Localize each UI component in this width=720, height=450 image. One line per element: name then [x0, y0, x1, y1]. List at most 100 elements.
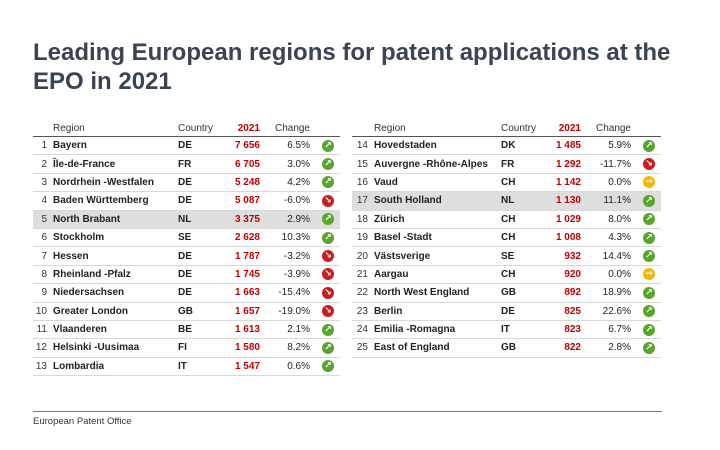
region-cell: Hessen	[53, 246, 178, 266]
trend-down-icon: ↘	[322, 250, 334, 263]
value-cell: 1 613	[226, 320, 266, 340]
change-header: Change	[266, 120, 316, 137]
table-row: 16 Vaud CH 1 142 0.0% →	[352, 173, 661, 193]
change-cell: -3.2%	[266, 246, 316, 266]
rank-cell: 17	[352, 191, 374, 211]
value-cell: 822	[549, 338, 587, 358]
trend-header	[316, 120, 340, 137]
country-cell: FI	[178, 338, 226, 358]
table-row: 23 Berlin DE 825 22.6% ↗	[352, 302, 661, 321]
trend-down-icon: ↘	[643, 158, 655, 171]
trend-up-icon: ↗	[322, 360, 334, 373]
value-cell: 932	[549, 246, 587, 266]
rank-cell: 20	[352, 246, 374, 266]
trend-cell: ↗	[316, 320, 340, 340]
rank-cell: 10	[33, 302, 53, 321]
value-cell: 825	[549, 302, 587, 321]
country-cell: DE	[178, 136, 226, 156]
change-cell: 2.8%	[587, 338, 637, 358]
footer-divider	[33, 411, 662, 412]
rank-cell: 14	[352, 136, 374, 156]
trend-down-icon: ↘	[322, 268, 334, 281]
country-cell: DE	[178, 283, 226, 303]
trend-cell: ↘	[316, 246, 340, 266]
region-cell: Stockholm	[53, 228, 178, 248]
year-header: 2021	[226, 120, 266, 137]
country-cell: NL	[501, 191, 549, 211]
change-header: Change	[587, 120, 637, 137]
value-cell: 1 130	[549, 191, 587, 211]
change-cell: 4.3%	[587, 228, 637, 248]
change-cell: 10.3%	[266, 228, 316, 248]
table-row: 4 Baden Württemberg DE 5 087 -6.0% ↘	[33, 191, 340, 211]
change-cell: 0.0%	[587, 265, 637, 285]
rank-cell: 4	[33, 191, 53, 211]
trend-up-icon: ↗	[643, 286, 655, 299]
value-cell: 1 008	[549, 228, 587, 248]
rank-cell: 2	[33, 154, 53, 174]
change-cell: 5.9%	[587, 136, 637, 156]
table-row: 14 Hovedstaden DK 1 485 5.9% ↗	[352, 136, 661, 156]
change-cell: 4.2%	[266, 173, 316, 193]
region-cell: Berlin	[374, 302, 501, 321]
table-row: 20 Västsverige SE 932 14.4% ↗	[352, 246, 661, 266]
value-cell: 6 705	[226, 154, 266, 174]
region-cell: Emilia -Romagna	[374, 320, 501, 340]
change-cell: 8.0%	[587, 210, 637, 229]
page-title: Leading European regions for patent appl…	[33, 39, 671, 95]
trend-header	[637, 120, 661, 137]
trend-cell: ↘	[316, 283, 340, 303]
change-cell: -15.4%	[266, 283, 316, 303]
value-cell: 1 787	[226, 246, 266, 266]
trend-up-icon: ↗	[643, 250, 655, 263]
country-cell: DE	[178, 173, 226, 193]
trend-cell: ↗	[637, 320, 661, 340]
trend-cell: ↘	[316, 265, 340, 285]
region-cell: Île-de-France	[53, 154, 178, 174]
rank-cell: 7	[33, 246, 53, 266]
value-cell: 823	[549, 320, 587, 340]
table-row: 10 Greater London GB 1 657 -19.0% ↘	[33, 302, 340, 321]
region-cell: Västsverige	[374, 246, 501, 266]
rank-header	[352, 120, 374, 137]
ranking-table-left: Region Country 2021 Change 1 Bayern DE 7 65…	[33, 120, 340, 377]
country-cell: FR	[501, 154, 549, 174]
country-header: Country	[501, 120, 549, 137]
region-cell: Helsinki -Uusimaa	[53, 338, 178, 358]
value-cell: 2 628	[226, 228, 266, 248]
trend-up-icon: ↗	[322, 139, 334, 152]
trend-cell: →	[637, 173, 661, 193]
country-cell: DE	[178, 265, 226, 285]
value-cell: 892	[549, 283, 587, 303]
country-cell: DE	[178, 246, 226, 266]
region-cell: Vaud	[374, 173, 501, 193]
table-row: 3 Nordrhein -Westfalen DE 5 248 4.2% ↗	[33, 173, 340, 193]
trend-cell: ↗	[637, 283, 661, 303]
rank-cell: 18	[352, 210, 374, 229]
trend-cell: ↗	[637, 228, 661, 248]
trend-cell: ↗	[316, 357, 340, 377]
country-header: Country	[178, 120, 226, 137]
rank-cell: 1	[33, 136, 53, 156]
change-cell: -19.0%	[266, 302, 316, 321]
value-cell: 1 292	[549, 154, 587, 174]
table-row: 9 Niedersachsen DE 1 663 -15.4% ↘	[33, 283, 340, 303]
trend-cell: ↗	[637, 210, 661, 229]
region-header: Region	[53, 120, 178, 137]
region-cell: Basel -Stadt	[374, 228, 501, 248]
rank-header	[33, 120, 53, 137]
region-cell: Vlaanderen	[53, 320, 178, 340]
country-cell: NL	[178, 210, 226, 229]
table-header-row: Region Country 2021 Change	[33, 120, 340, 137]
rank-cell: 3	[33, 173, 53, 193]
value-cell: 1 029	[549, 210, 587, 229]
value-cell: 920	[549, 265, 587, 285]
rank-cell: 19	[352, 228, 374, 248]
region-cell: Greater London	[53, 302, 178, 321]
change-cell: 6.7%	[587, 320, 637, 340]
value-cell: 1 663	[226, 283, 266, 303]
value-cell: 1 745	[226, 265, 266, 285]
table-row: 21 Aargau CH 920 0.0% →	[352, 265, 661, 285]
country-cell: IT	[178, 357, 226, 377]
trend-up-icon: ↗	[322, 176, 334, 189]
